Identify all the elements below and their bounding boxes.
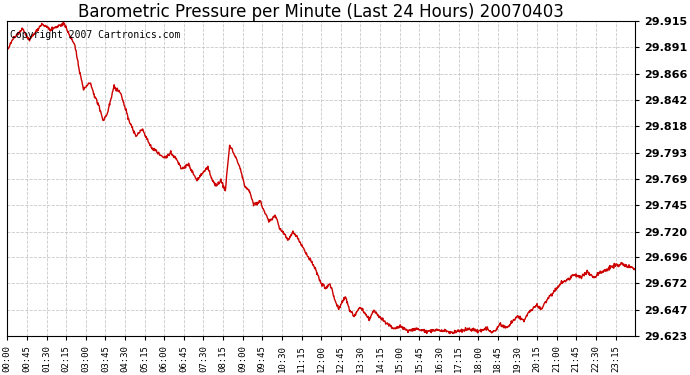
Text: Copyright 2007 Cartronics.com: Copyright 2007 Cartronics.com: [10, 30, 181, 40]
Title: Barometric Pressure per Minute (Last 24 Hours) 20070403: Barometric Pressure per Minute (Last 24 …: [78, 3, 564, 21]
